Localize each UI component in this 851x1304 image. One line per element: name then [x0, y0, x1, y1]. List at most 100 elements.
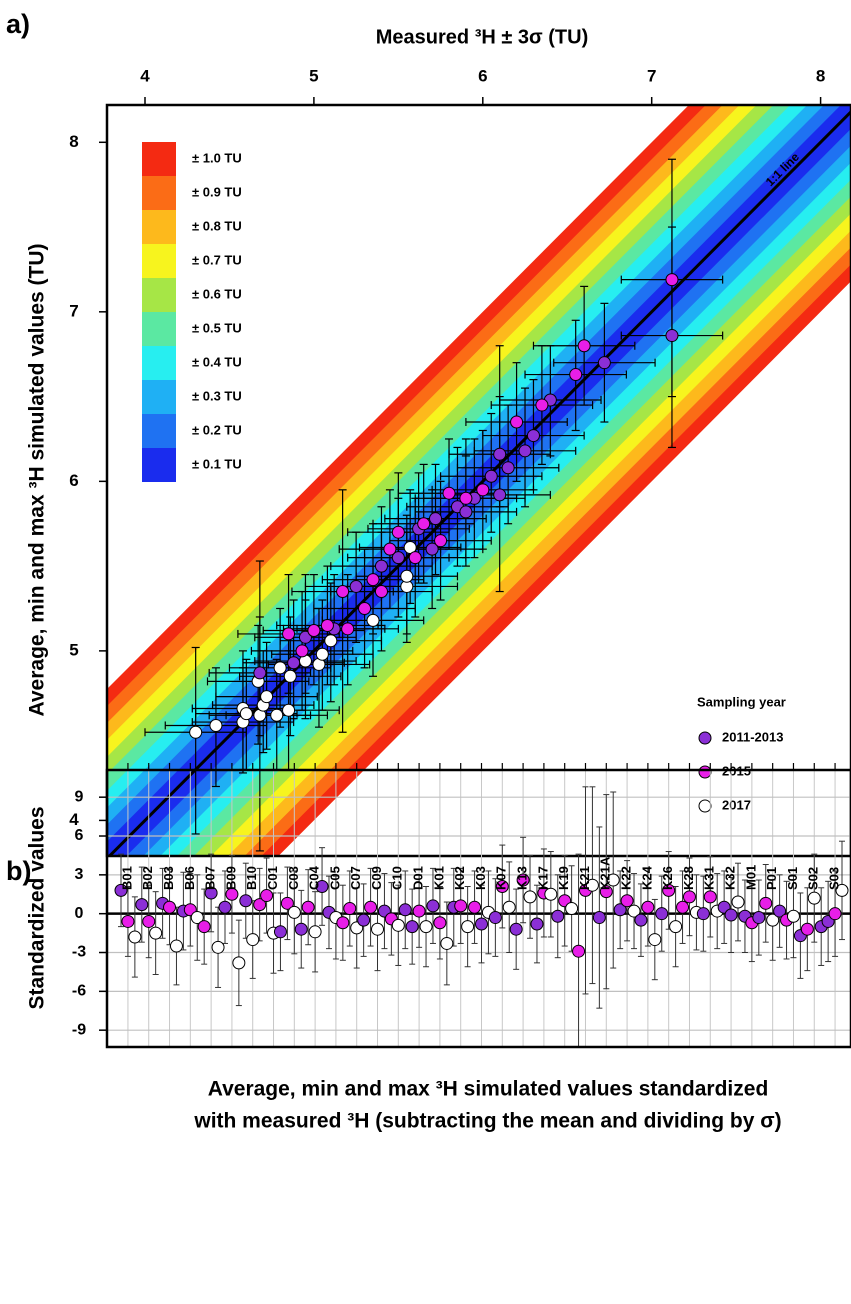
data-point: [283, 669, 297, 683]
y-tick-label: 6: [69, 471, 78, 490]
data-point: [320, 618, 334, 632]
data-point: [270, 708, 284, 722]
data-point: [731, 895, 745, 909]
data-point: [523, 890, 537, 904]
data-point: [343, 902, 357, 915]
x-tick-label: 7: [647, 66, 656, 85]
band-legend-swatch: [142, 210, 176, 244]
x-tick-label: K26: [660, 866, 675, 890]
data-point: [426, 899, 440, 913]
data-point: [676, 900, 690, 914]
data-point: [599, 885, 613, 899]
x-tick-label: S01: [785, 867, 800, 890]
data-point: [592, 911, 606, 925]
plot-frame: [105, 768, 851, 1049]
band-legend-label: ± 1.0 TU: [192, 150, 242, 165]
band-legend-swatch: [142, 414, 176, 448]
data-point: [324, 634, 338, 648]
y-tick-label: 9: [75, 788, 84, 805]
x-tick-label: C05: [327, 866, 342, 890]
x-tick-label: C07: [348, 866, 363, 890]
x-tick-label: K32: [723, 866, 738, 890]
band-legend-label: ± 0.9 TU: [192, 184, 242, 199]
data-point: [282, 627, 296, 641]
y-tick-label: 5: [69, 640, 78, 659]
band-legend-swatch: [142, 312, 176, 346]
band-legend-swatch: [142, 380, 176, 414]
data-point: [308, 925, 322, 939]
data-point: [627, 904, 641, 918]
y-tick-label: 6: [75, 827, 84, 844]
x-axis-title: with measured ³H (subtracting the mean a…: [193, 1110, 781, 1133]
data-point: [434, 534, 448, 548]
band-legend-label: ± 0.5 TU: [192, 320, 242, 335]
band-legend-label: ± 0.4 TU: [192, 354, 242, 369]
data-point: [828, 907, 842, 921]
data-point: [800, 922, 814, 936]
x-tick-label: B09: [223, 866, 238, 890]
data-point: [696, 907, 710, 921]
data-point: [429, 512, 443, 526]
x-tick-label: 6: [478, 66, 487, 85]
data-point: [835, 883, 849, 897]
data-point: [366, 573, 380, 587]
data-point: [357, 913, 371, 927]
band-legend-swatch: [142, 448, 176, 482]
x-tick-label: S02: [806, 867, 821, 890]
data-point: [239, 707, 253, 721]
data-point: [510, 415, 524, 429]
data-point: [759, 896, 773, 910]
band-legend-swatch: [142, 142, 176, 176]
data-point: [703, 890, 717, 904]
data-point: [400, 569, 414, 583]
data-point: [391, 918, 405, 932]
x-tick-label: B03: [161, 866, 176, 890]
data-point: [454, 899, 468, 913]
x-tick-label: K02: [452, 866, 467, 890]
data-point: [273, 925, 287, 939]
x-tick-label: C04: [307, 865, 322, 890]
data-point: [475, 917, 488, 931]
x-tick-label: B02: [140, 866, 155, 890]
data-point: [468, 900, 482, 914]
data-point: [641, 900, 655, 914]
x-tick-label: K28: [681, 866, 696, 890]
x-tick-label: K03: [473, 866, 488, 890]
y-tick-label: 3: [75, 866, 84, 883]
panel-label: a): [6, 9, 30, 39]
data-point: [218, 900, 232, 914]
data-point: [509, 922, 523, 936]
data-point: [442, 486, 456, 500]
x-tick-label: K21A: [598, 856, 613, 890]
data-point: [211, 940, 225, 954]
data-point: [535, 398, 549, 412]
x-tick-label: B01: [119, 866, 134, 890]
data-point: [459, 491, 473, 505]
data-point: [495, 879, 509, 893]
panel-label: b): [6, 856, 31, 886]
plot-frame: [105, 103, 851, 858]
data-point: [295, 644, 309, 658]
y-tick-label: -3: [72, 944, 86, 961]
data-point: [648, 933, 662, 947]
legend-label: 2017: [722, 797, 751, 812]
data-point: [358, 601, 372, 615]
data-point: [565, 902, 579, 915]
y-tick-label: 7: [69, 301, 78, 320]
x-tick-label: K19: [556, 866, 571, 890]
data-point: [190, 911, 204, 925]
data-point: [620, 894, 634, 908]
data-point: [209, 718, 223, 732]
data-point: [204, 886, 218, 900]
plot-area: [107, 105, 851, 856]
data-point: [189, 725, 203, 739]
data-point: [613, 903, 627, 917]
data-point: [501, 461, 515, 475]
data-point: [488, 911, 502, 925]
data-point: [315, 647, 329, 661]
data-point: [433, 916, 447, 930]
legend-title: Sampling year: [697, 694, 786, 709]
data-point: [476, 483, 490, 497]
